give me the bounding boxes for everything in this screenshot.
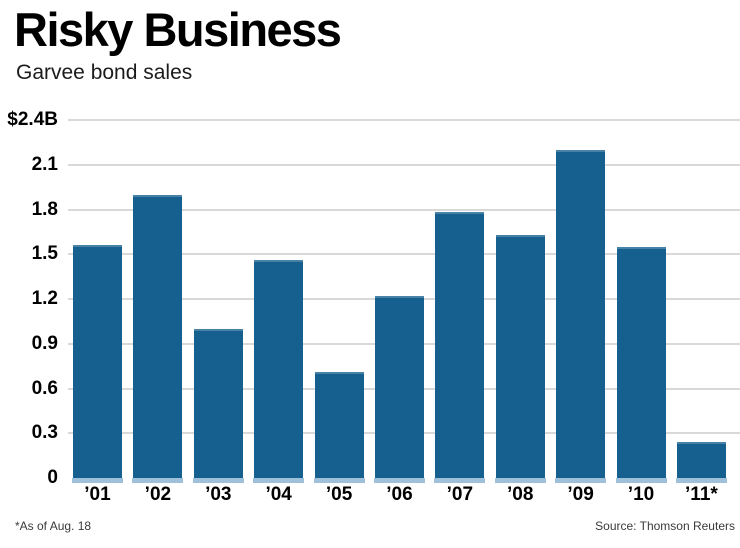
x-tick-label-09: ’09 xyxy=(567,484,594,505)
y-tick-label-0.9: 0.9 xyxy=(31,332,58,354)
y-tick-label-1.8: 1.8 xyxy=(31,198,58,220)
bar-11* xyxy=(675,442,727,483)
x-tick-label-05: ’05 xyxy=(325,484,353,505)
y-tick-label-0: 0 xyxy=(47,467,58,488)
bar-series xyxy=(66,120,740,484)
plot-area: $2.4B 2.1 1.8 1.5 1.2 0.9 0.6 0.3 0 xyxy=(7,110,740,488)
x-tick-label-06: ’06 xyxy=(386,484,413,505)
bar-10 xyxy=(615,246,667,484)
x-tick-label-11*: ’11* xyxy=(685,484,718,505)
x-axis-labels: ’01 ’02 ’03 ’04 ’05 ’06 ’07 ’08 ’09 ’10 ’11* xyxy=(66,484,740,506)
bar-09 xyxy=(555,149,607,484)
source-credit: Source: Thomson Reuters xyxy=(595,519,735,533)
bar-03 xyxy=(192,328,244,484)
x-tick-label-01: ’01 xyxy=(84,484,111,505)
bar-07 xyxy=(434,212,486,483)
bar-08 xyxy=(494,234,546,484)
x-tick-label-10: ’10 xyxy=(627,484,655,505)
y-tick-label-1.2: 1.2 xyxy=(31,288,58,309)
page-title: Risky Business xyxy=(14,3,342,56)
x-tick-label-04: ’04 xyxy=(265,484,292,505)
y-tick-label-0.6: 0.6 xyxy=(31,377,58,399)
x-tick-label-07: ’07 xyxy=(446,484,474,505)
bar-05 xyxy=(313,372,365,483)
bar-04 xyxy=(253,260,305,483)
gridline-2.4 xyxy=(68,119,740,121)
footnote: *As of Aug. 18 xyxy=(15,519,92,533)
bar-02 xyxy=(132,194,184,484)
gridline-1.8 xyxy=(68,208,740,211)
x-tick-label-03: ’03 xyxy=(205,484,232,505)
gridline-2.1 xyxy=(68,163,740,166)
bar-06 xyxy=(373,296,425,483)
gridline-1.5 xyxy=(68,253,740,256)
y-tick-label-1.5: 1.5 xyxy=(31,243,58,265)
y-tick-label-2.4: $2.4B xyxy=(7,109,58,130)
y-tick-label-0.3: 0.3 xyxy=(31,422,58,444)
chart-subtitle: Garvee bond sales xyxy=(16,61,193,84)
bar-01 xyxy=(72,245,123,483)
y-tick-label-2.1: 2.1 xyxy=(31,153,58,175)
x-tick-label-08: ’08 xyxy=(507,484,534,505)
x-tick-label-02: ’02 xyxy=(144,484,172,505)
